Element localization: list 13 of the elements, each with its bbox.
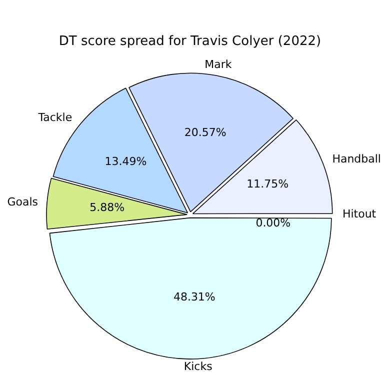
chart-title: DT score spread for Travis Colyer (2022) — [58, 34, 322, 50]
text: 0.00% — [256, 216, 291, 230]
data-label: 48.31% — [173, 290, 216, 304]
slice-label: Mark — [204, 58, 232, 71]
data-label: 11.75% — [246, 178, 289, 191]
slice-label: Goals — [7, 196, 38, 209]
category-label: Hitout — [342, 208, 376, 221]
slice-label: Kicks — [184, 360, 213, 373]
data-label: 5.88% — [90, 201, 125, 214]
slice-label: Handball — [332, 152, 382, 166]
slice-label: Tackle — [37, 110, 72, 124]
data-label: 20.57% — [184, 126, 226, 139]
data-label: 13.49% — [104, 154, 147, 168]
